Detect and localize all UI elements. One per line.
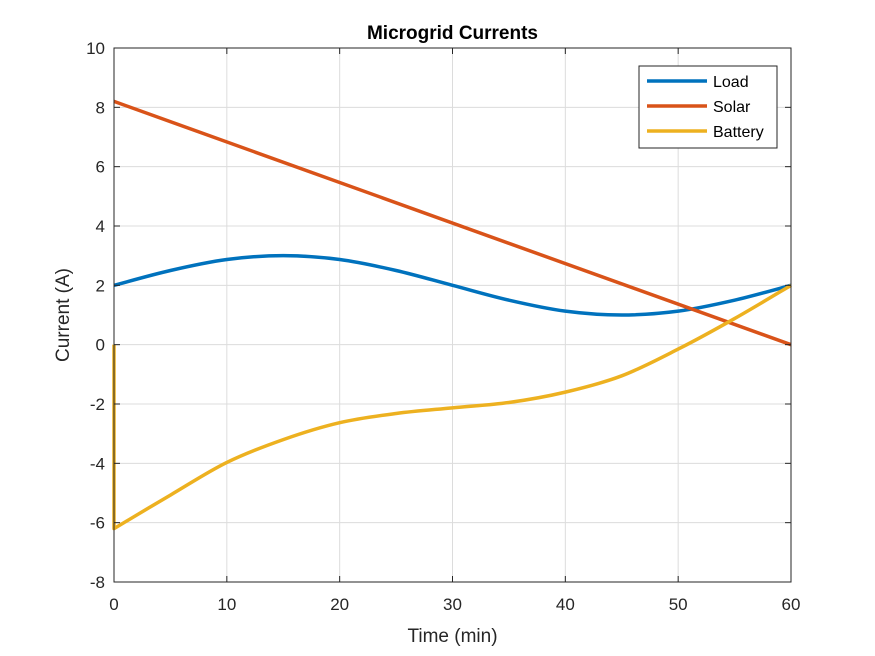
legend-label-battery: Battery xyxy=(713,124,764,141)
y-tick-label: -4 xyxy=(90,454,105,473)
axis-ticks: 0 10 20 30 40 50 60 -8 -6 -4 -2 0 2 4 6 8 10 xyxy=(86,39,800,614)
x-axis-label: Time (min) xyxy=(407,626,497,647)
y-tick-label: -6 xyxy=(90,514,105,533)
y-tick-label: 10 xyxy=(86,39,105,58)
x-tick-label: 10 xyxy=(217,595,236,614)
series-line-load xyxy=(113,253,792,317)
legend: Load Solar Battery xyxy=(638,65,778,149)
y-tick-label: 8 xyxy=(96,98,105,117)
legend-label-solar: Solar xyxy=(713,99,751,116)
chart-title: Microgrid Currents xyxy=(367,23,538,44)
y-tick-label: 2 xyxy=(96,276,105,295)
y-tick-label: -8 xyxy=(90,573,105,592)
y-tick-label: 4 xyxy=(96,217,105,236)
x-tick-label: 50 xyxy=(669,595,688,614)
series-line-battery xyxy=(112,283,792,531)
y-tick-label: -2 xyxy=(90,395,105,414)
series-line-solar xyxy=(113,99,792,347)
y-axis-label: Current (A) xyxy=(53,268,74,362)
x-tick-label: 30 xyxy=(443,595,462,614)
x-tick-label: 60 xyxy=(782,595,801,614)
x-tick-label: 0 xyxy=(109,595,118,614)
series-layer xyxy=(112,99,792,531)
x-tick-label: 40 xyxy=(556,595,575,614)
legend-label-load: Load xyxy=(713,74,749,91)
x-tick-label: 20 xyxy=(330,595,349,614)
y-tick-label: 6 xyxy=(96,158,105,177)
y-tick-label: 0 xyxy=(96,336,105,355)
